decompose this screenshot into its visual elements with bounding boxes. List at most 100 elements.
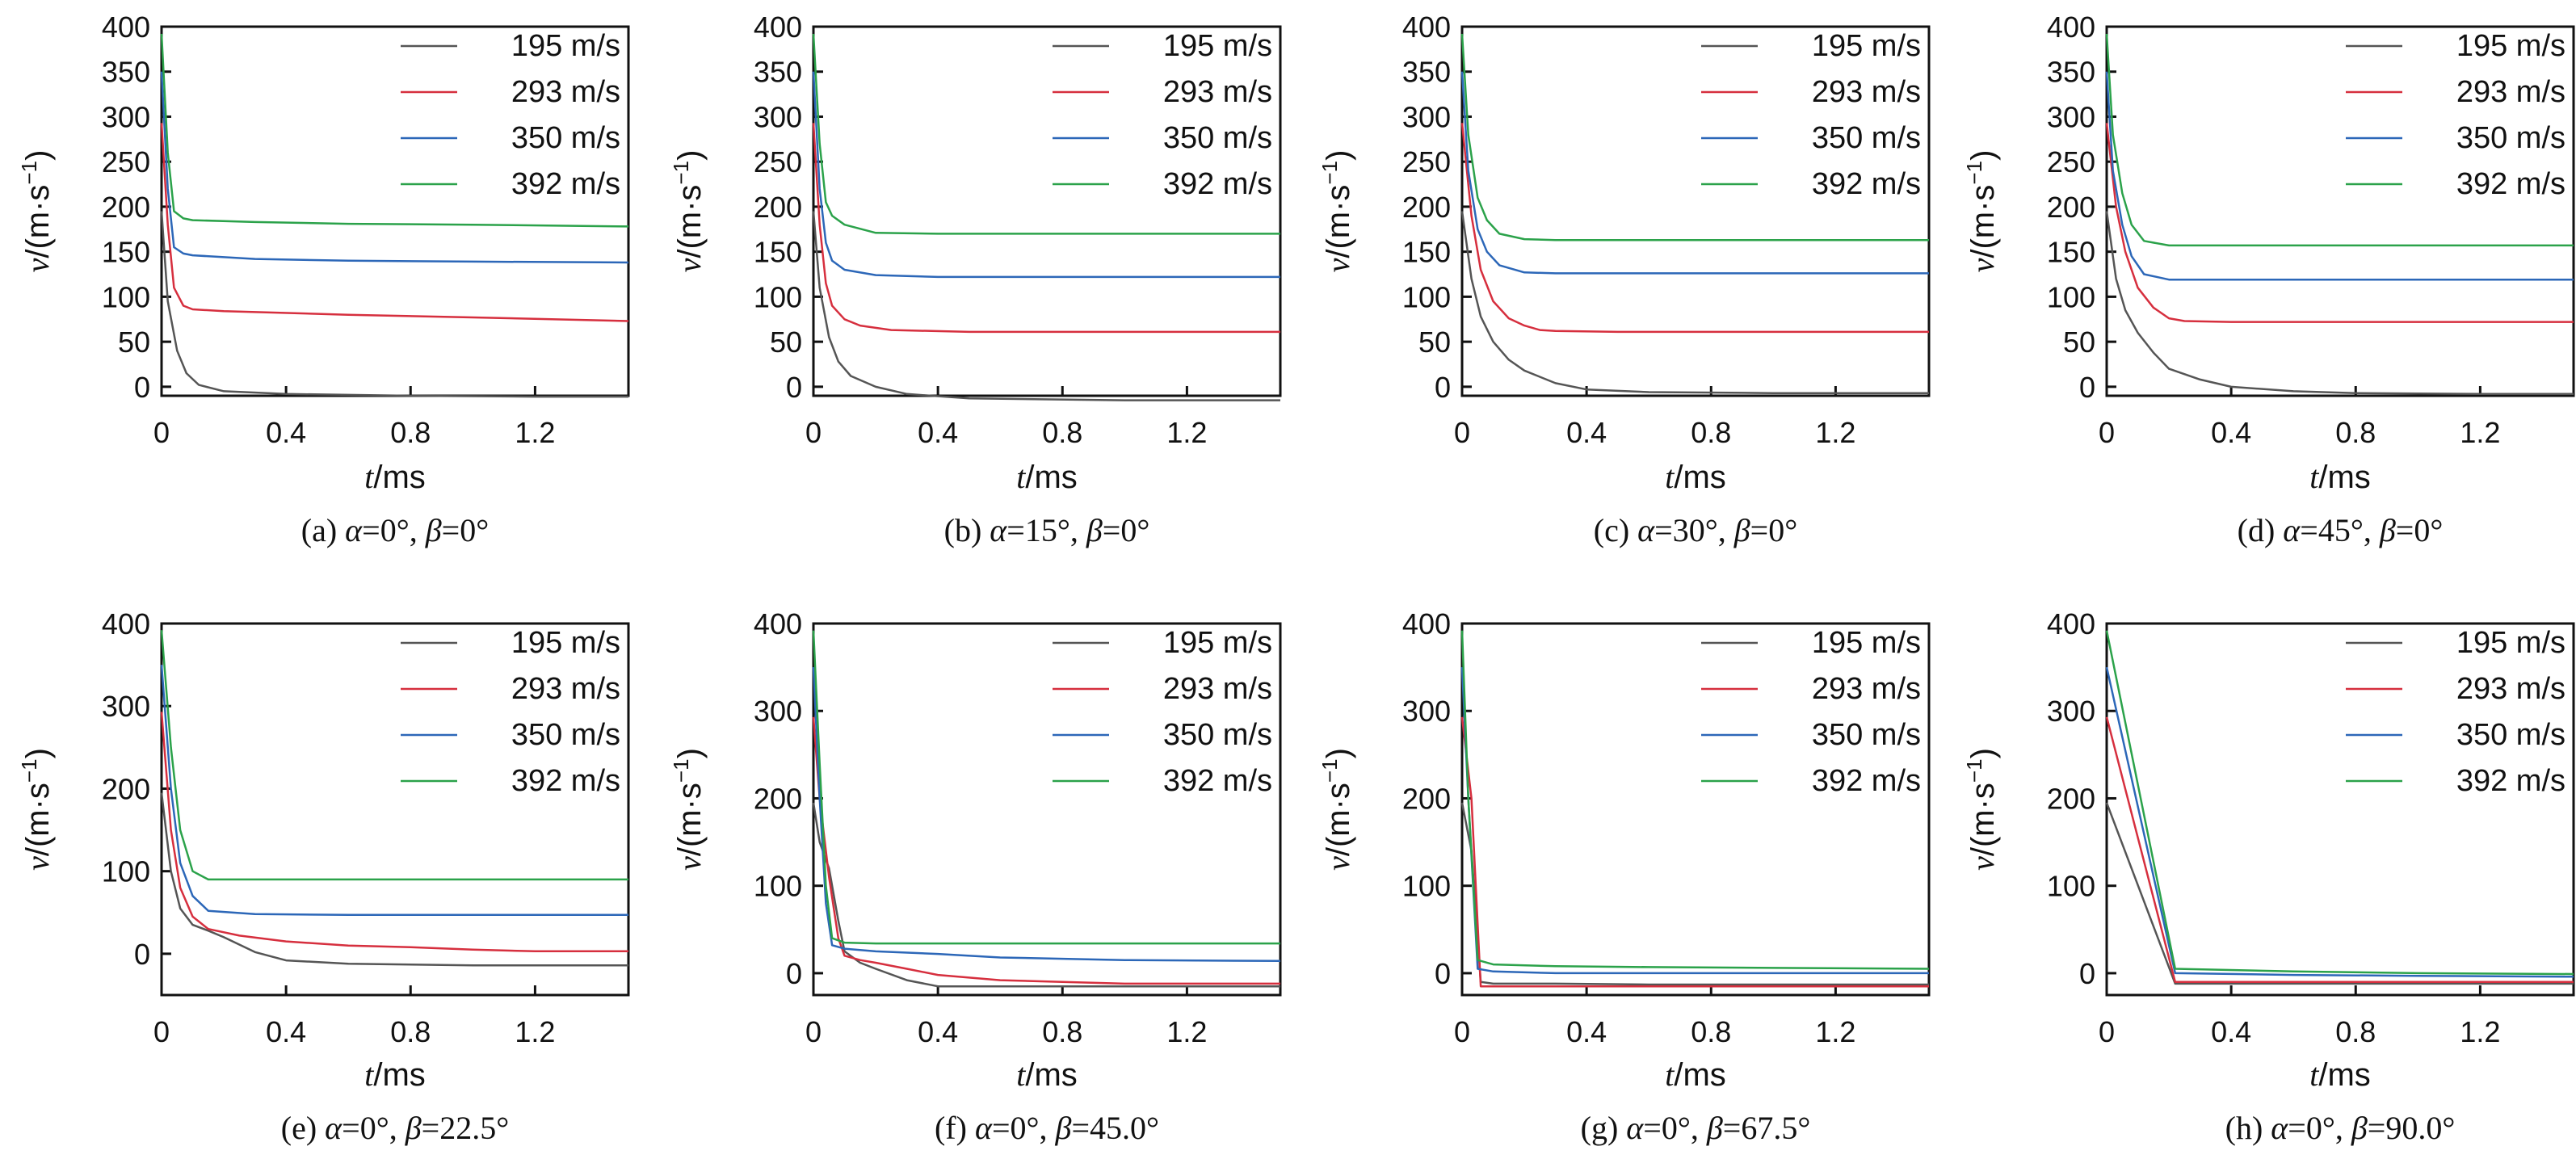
panel-caption: (g) α=0°, β=67.5° [1581, 1110, 1811, 1146]
chart-b: 0 0.4 0.8 1.2 0 50 100 150 200 250 300 350 400 195 m/… [669, 10, 1282, 548]
legend-label: 392 m/s [2456, 167, 2565, 201]
legend-label: 195 m/s [2456, 29, 2565, 63]
y-tick-label: 300 [2047, 695, 2095, 728]
x-tick-label: 0.8 [2335, 416, 2376, 449]
y-tick-label: 300 [754, 695, 802, 728]
y-tick-label: 0 [134, 938, 150, 971]
y-tick-label: 100 [2047, 870, 2095, 903]
x-tick-label: 0 [805, 1015, 822, 1048]
x-axis-label: t/ms [2309, 1056, 2371, 1093]
y-tick-label: 200 [102, 191, 150, 224]
y-tick-label: 100 [1402, 870, 1451, 903]
y-tick-label: 100 [102, 280, 150, 313]
x-axis-label: t/ms [1016, 459, 1078, 495]
y-tick-label: 150 [102, 236, 150, 269]
series-line-293 [1460, 123, 1929, 334]
series-line-392 [812, 33, 1280, 235]
y-tick-label: 400 [754, 10, 802, 44]
y-tick-label: 50 [770, 325, 802, 359]
y-tick-label: 400 [1402, 10, 1451, 44]
series-line-392 [160, 630, 628, 881]
x-tick-label: 1.2 [1815, 1015, 1855, 1048]
x-tick-label: 0.8 [1691, 1015, 1731, 1048]
plot-frame [160, 622, 630, 997]
y-tick-label: 250 [754, 145, 802, 178]
chart-e: 0 0.4 0.8 1.2 0 100 200 300 400 195 m/s 293 m/s 350… [17, 607, 630, 1146]
y-tick-label: 400 [102, 607, 150, 640]
x-tick-label: 0 [1454, 416, 1470, 449]
series-line-350 [812, 71, 1280, 279]
chart-h: 0 0.4 0.8 1.2 0 100 200 300 400 195 m/s 293 m/s 350… [1962, 607, 2575, 1146]
y-tick-label: 100 [754, 280, 802, 313]
y-tick-label: 300 [1402, 100, 1451, 133]
x-axis-label: t/ms [1016, 1056, 1078, 1093]
chart-f: 0 0.4 0.8 1.2 0 100 200 300 400 195 m/s 293 m/s 350… [669, 607, 1282, 1146]
series-line-293 [160, 123, 629, 322]
legend-label: 293 m/s [1812, 75, 1921, 109]
series-line-392 [2105, 33, 2574, 247]
x-tick-label: 0.8 [390, 416, 431, 449]
legend-label: 350 m/s [511, 718, 620, 752]
x-tick-label: 0.8 [1042, 416, 1082, 449]
y-tick-label: 400 [2047, 607, 2095, 640]
y-tick-label: 300 [102, 100, 150, 133]
x-tick-label: 1.2 [515, 1015, 555, 1048]
x-tick-label: 0 [153, 416, 170, 449]
y-tick-label: 300 [2047, 100, 2095, 133]
legend-label: 293 m/s [511, 75, 620, 109]
panel-caption: (e) α=0°, β=22.5° [281, 1110, 509, 1146]
y-tick-label: 200 [1402, 782, 1451, 815]
x-tick-label: 1.2 [1166, 416, 1207, 449]
panel-caption: (f) α=0°, β=45.0° [935, 1110, 1159, 1146]
legend-label: 392 m/s [1163, 167, 1272, 201]
x-tick-label: 0.4 [1566, 416, 1607, 449]
legend-label: 392 m/s [1812, 764, 1921, 798]
x-axis-label: t/ms [2309, 459, 2371, 495]
x-axis-label: t/ms [364, 1056, 426, 1093]
y-axis-label: v/(m·s−1) [17, 748, 56, 871]
y-tick-label: 200 [754, 191, 802, 224]
y-tick-label: 350 [2047, 56, 2095, 89]
panel-caption: (b) α=15°, β=0° [944, 512, 1150, 548]
x-tick-label: 0.4 [918, 416, 958, 449]
panel-caption: (a) α=0°, β=0° [301, 512, 489, 548]
y-axis-label: v/(m·s−1) [1317, 748, 1356, 871]
x-tick-label: 0 [1454, 1015, 1470, 1048]
series-line-195 [2105, 211, 2574, 396]
chart-g: 0 0.4 0.8 1.2 0 100 200 300 400 195 m/s 293 m/s 350… [1317, 607, 1931, 1146]
x-tick-label: 0.8 [1042, 1015, 1082, 1048]
x-tick-label: 0 [153, 1015, 170, 1048]
legend-label: 350 m/s [2456, 121, 2565, 155]
y-tick-label: 350 [102, 56, 150, 89]
plot-frame [2105, 622, 2575, 997]
legend-label: 195 m/s [1163, 29, 1272, 63]
x-axis-label: t/ms [364, 459, 426, 495]
x-tick-label: 0.4 [266, 416, 306, 449]
x-tick-label: 1.2 [1815, 416, 1855, 449]
series-line-392 [1460, 630, 1930, 970]
y-tick-label: 50 [118, 325, 150, 359]
y-axis-label: v/(m·s−1) [1962, 150, 2001, 273]
y-tick-label: 0 [786, 957, 802, 990]
y-tick-label: 300 [102, 690, 150, 723]
plot-frame [812, 622, 1282, 997]
series-line-293 [2105, 123, 2574, 323]
y-tick-label: 250 [102, 145, 150, 178]
legend-label: 293 m/s [1163, 672, 1272, 706]
legend-label: 195 m/s [1163, 626, 1272, 660]
y-tick-label: 200 [2047, 191, 2095, 224]
y-tick-label: 400 [2047, 10, 2095, 44]
y-tick-label: 300 [754, 100, 802, 133]
chart-a: 0 0.4 0.8 1.2 0 50 100 150 200 250 300 350 400 195 m/… [17, 10, 630, 548]
series-line-293 [160, 712, 628, 953]
panel-caption: (d) α=45°, β=0° [2238, 512, 2444, 548]
x-tick-label: 1.2 [1166, 1015, 1207, 1048]
y-tick-label: 250 [2047, 145, 2095, 178]
legend-label: 350 m/s [1163, 718, 1272, 752]
y-axis-label: v/(m·s−1) [1317, 150, 1356, 273]
x-tick-label: 1.2 [2460, 1015, 2500, 1048]
y-tick-label: 350 [754, 56, 802, 89]
y-axis-label: v/(m·s−1) [669, 748, 708, 871]
legend-label: 195 m/s [1812, 626, 1921, 660]
y-tick-label: 350 [1402, 56, 1451, 89]
